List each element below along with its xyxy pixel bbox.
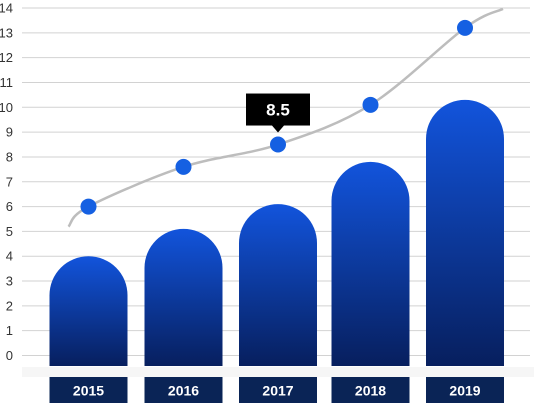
y-tick-label-7: 7 xyxy=(6,174,13,189)
line-markers xyxy=(80,19,473,215)
bar-2015 xyxy=(49,256,128,366)
category-box-2017 xyxy=(239,377,317,403)
y-tick-label-1: 1 xyxy=(6,323,13,338)
line-point-2015[interactable] xyxy=(80,198,97,215)
category-box-2015 xyxy=(49,377,128,403)
bar-2018 xyxy=(331,161,410,366)
y-tick-label-4: 4 xyxy=(6,249,13,264)
y-tick-label-11: 11 xyxy=(0,75,13,90)
category-label-2018: 2018 xyxy=(355,383,386,399)
line-point-2019[interactable] xyxy=(457,19,473,36)
y-tick-label-13: 13 xyxy=(0,25,13,40)
category-box-2019 xyxy=(426,377,504,403)
y-tick-label-5: 5 xyxy=(6,224,13,239)
category-box-2016 xyxy=(144,377,223,403)
y-tick-label-12: 12 xyxy=(0,50,13,65)
bars xyxy=(49,99,504,367)
y-tick-label-3: 3 xyxy=(6,274,13,289)
tooltip-box xyxy=(246,93,310,126)
line-point-2016[interactable] xyxy=(175,158,192,175)
category-box-2018 xyxy=(331,377,410,403)
bar-2017 xyxy=(239,204,317,366)
line-point-2018[interactable] xyxy=(362,96,379,113)
y-tick-label-2: 2 xyxy=(6,298,13,313)
y-tick-label-8: 8 xyxy=(6,149,13,164)
category-label-2017: 2017 xyxy=(262,383,293,399)
category-labels: 2015 2016 2017 2018 2019 xyxy=(49,377,504,403)
y-tick-label-0: 0 xyxy=(6,348,13,363)
tooltip-value: 8.5 xyxy=(266,101,290,120)
category-label-2016: 2016 xyxy=(168,383,199,399)
bar-2016 xyxy=(144,228,223,366)
y-tick-label-14: 14 xyxy=(0,1,13,16)
category-label-2015: 2015 xyxy=(73,383,104,399)
bar-2019 xyxy=(426,99,504,367)
y-tick-label-10: 10 xyxy=(0,100,13,115)
category-label-2019: 2019 xyxy=(449,383,480,399)
tooltip-pointer xyxy=(272,125,284,133)
line-point-2017[interactable] xyxy=(270,136,286,153)
y-tick-label-6: 6 xyxy=(6,199,13,214)
y-tick-label-9: 9 xyxy=(6,125,13,140)
category-band xyxy=(22,367,534,377)
value-tooltip: 8.5 xyxy=(246,93,310,133)
